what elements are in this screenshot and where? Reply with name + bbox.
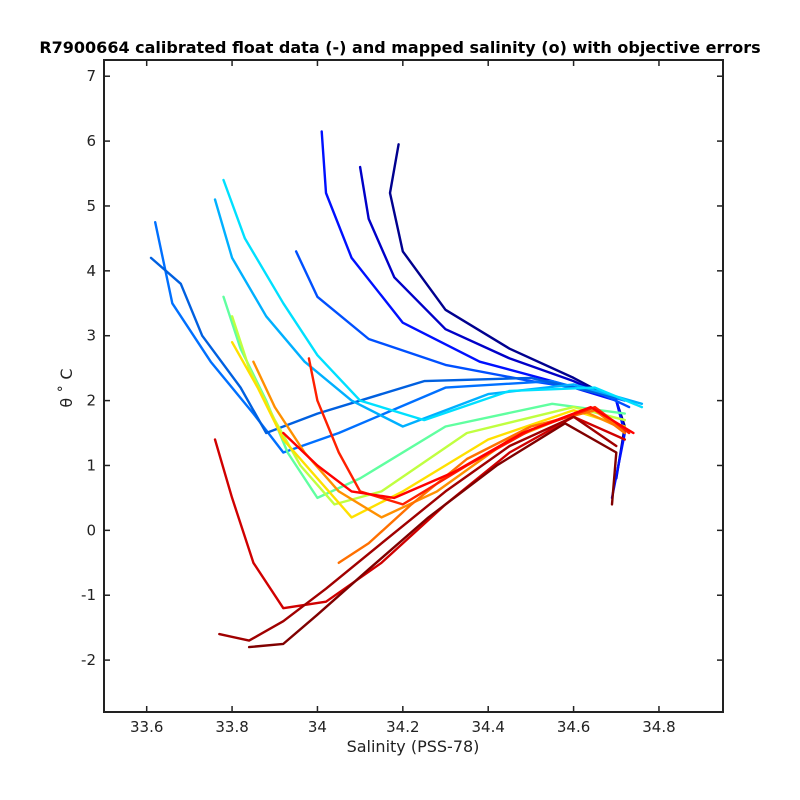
y-tick-label: 0 xyxy=(86,521,96,539)
plot-lines xyxy=(149,130,644,649)
y-axis: -2 -1 0 1 2 3 4 5 6 7 xyxy=(81,67,723,669)
y-tick-label: 6 xyxy=(86,132,96,150)
y-tick-label: 2 xyxy=(86,392,96,410)
x-tick-label: 34.6 xyxy=(557,718,590,736)
x-tick-label: 34.8 xyxy=(642,718,675,736)
y-tick-label: 4 xyxy=(86,262,96,280)
y-tick-label: -1 xyxy=(81,586,96,604)
profile-line-7 xyxy=(213,198,644,428)
plot-frame xyxy=(103,59,724,713)
x-tick-label: 34 xyxy=(308,718,327,736)
x-axis: 33.6 33.8 34 34.2 34.4 34.6 34.8 xyxy=(130,60,676,736)
profile-line-17 xyxy=(218,415,618,642)
profile-line-8 xyxy=(222,178,644,422)
x-tick-label: 34.2 xyxy=(386,718,419,736)
profile-line-11 xyxy=(230,341,626,519)
x-tick-label: 34.4 xyxy=(472,718,505,736)
y-tick-label: 5 xyxy=(86,197,96,215)
profile-line-18 xyxy=(247,422,618,649)
y-tick-label: 3 xyxy=(86,327,96,345)
y-tick-label: -2 xyxy=(81,651,96,669)
y-tick-label: 1 xyxy=(86,456,96,474)
x-axis-title: Salinity (PSS-78) xyxy=(347,737,480,756)
x-tick-label: 33.8 xyxy=(215,718,248,736)
profile-line-15 xyxy=(282,405,635,500)
profile-line-6 xyxy=(149,256,618,435)
profile-line-5 xyxy=(153,220,626,454)
profile-line-3 xyxy=(320,130,626,500)
x-tick-label: 33.6 xyxy=(130,718,163,736)
y-axis-title: θ ˚ C xyxy=(57,368,76,407)
chart-title: R7900664 calibrated float data (-) and m… xyxy=(39,38,760,57)
y-tick-label: 7 xyxy=(86,67,96,85)
